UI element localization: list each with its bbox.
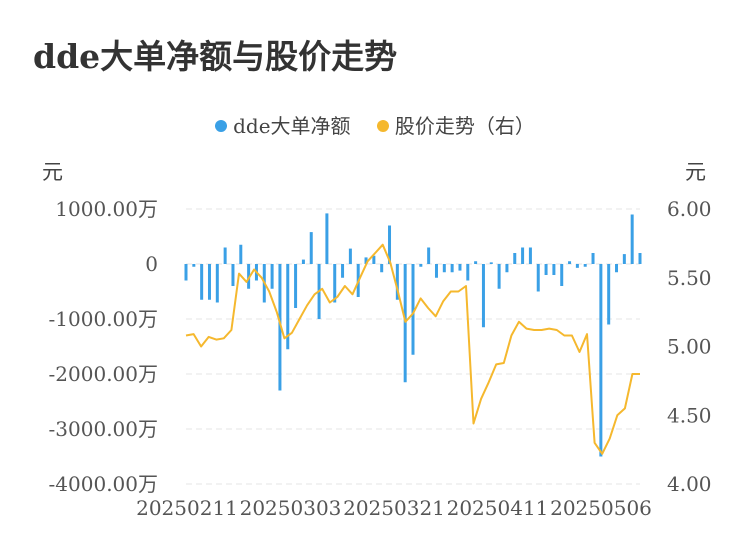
dde-bar [207, 264, 211, 300]
dde-bar [552, 264, 556, 275]
price-line [185, 243, 640, 455]
x-tick-label: 20250506 [550, 496, 652, 520]
dde-bar [403, 264, 407, 383]
legend-label-price: 股价走势（右） [394, 114, 535, 138]
chart-title: dde大单净额与股价走势 [33, 37, 398, 76]
dde-bar [341, 264, 345, 278]
dde-bar [270, 264, 274, 289]
dde-bar [184, 264, 188, 281]
dde-bar [200, 264, 204, 300]
dde-bar [309, 232, 313, 264]
dde-bar [458, 264, 462, 271]
left-tick-label: 0 [145, 252, 158, 276]
dde-bar [536, 264, 540, 292]
right-axis-ticks: 6.00 5.50 5.00 4.50 4.00 [667, 197, 712, 496]
x-tick-label: 20250321 [343, 496, 445, 520]
dde-bar [521, 247, 525, 264]
dde-bar [278, 264, 282, 391]
dde-bar [348, 248, 352, 264]
dde-bar [513, 253, 517, 264]
dde-bar [372, 255, 376, 264]
dde-bar [560, 264, 564, 286]
dde-bar [380, 264, 384, 273]
right-tick-label: 6.00 [667, 197, 712, 221]
dde-bar [481, 264, 485, 328]
dde-bar [411, 264, 415, 355]
dde-bar [630, 214, 634, 264]
x-tick-label: 20250211 [136, 496, 238, 520]
dde-bar [239, 244, 243, 264]
dde-bar [466, 264, 470, 281]
legend-label-dde: dde大单净额 [233, 114, 351, 138]
grid-lines [186, 208, 640, 485]
x-tick-label: 20250411 [447, 496, 549, 520]
dde-bar [474, 261, 478, 264]
legend: dde大单净额 股价走势（右） [0, 110, 750, 139]
right-tick-label: 5.50 [667, 266, 712, 290]
left-tick-label: -2000.00万 [49, 362, 158, 386]
dde-bar [442, 264, 446, 273]
dde-bar [599, 264, 603, 457]
dde-bar [575, 264, 579, 268]
dde-bar [388, 225, 392, 264]
dde-bar [333, 264, 337, 303]
dde-bar [192, 264, 196, 267]
dde-bar [450, 264, 454, 273]
dde-bar [231, 264, 235, 286]
dde-bar [419, 264, 423, 267]
legend-dot-price [376, 119, 389, 132]
dde-bar [215, 264, 219, 303]
dde-bar [286, 264, 290, 350]
dde-bar [325, 213, 329, 264]
right-axis-unit: 元 [685, 160, 706, 184]
x-axis-ticks: 20250211 20250303 20250321 20250411 20250506 [136, 496, 652, 520]
dde-bar [544, 264, 548, 275]
dde-bar [528, 247, 532, 264]
dde-bar [638, 253, 642, 264]
dde-bar [364, 257, 368, 264]
dde-bar [294, 264, 298, 308]
dde-bar [622, 254, 626, 264]
dde-bar [497, 264, 501, 289]
dde-bar [591, 253, 595, 264]
dde-bar [489, 262, 493, 264]
bar-series [184, 213, 642, 457]
dde-bar [434, 264, 438, 278]
left-tick-label: -1000.00万 [49, 307, 158, 331]
left-axis-ticks: 1000.00万 0 -1000.00万 -2000.00万 -3000.00万 -400… [49, 197, 158, 496]
dde-bar [395, 264, 399, 300]
left-tick-label: -3000.00万 [49, 417, 158, 441]
line-series [185, 243, 640, 455]
dde-bar [583, 264, 587, 267]
dde-bar [505, 264, 509, 273]
right-tick-label: 5.00 [667, 335, 712, 359]
dde-bar [301, 259, 305, 264]
dde-bar [427, 247, 431, 264]
left-axis-unit: 元 [42, 160, 63, 184]
dde-bar [247, 264, 251, 289]
right-tick-label: 4.00 [667, 472, 712, 496]
dde-bar [615, 264, 619, 273]
dde-bar [568, 261, 572, 264]
legend-item-price[interactable]: 股价走势（右） [376, 110, 535, 139]
left-tick-label: 1000.00万 [55, 197, 158, 221]
x-tick-label: 20250303 [240, 496, 342, 520]
dde-bar [223, 247, 227, 264]
right-tick-label: 4.50 [667, 403, 712, 427]
left-tick-label: -4000.00万 [49, 472, 158, 496]
legend-dot-dde [215, 119, 228, 132]
legend-item-dde[interactable]: dde大单净额 [215, 110, 351, 139]
dde-bar [607, 264, 611, 325]
